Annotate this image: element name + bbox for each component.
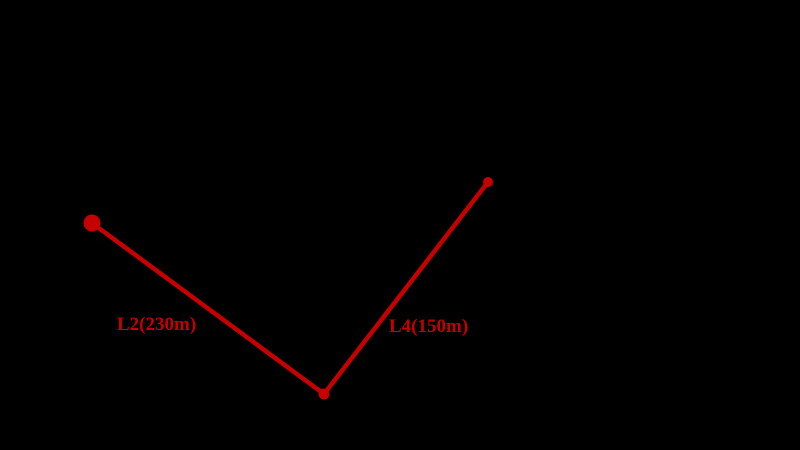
bend-node[interactable] [318, 388, 330, 400]
segment-label-l2: L2(230m) [117, 314, 196, 335]
start-node[interactable] [83, 214, 101, 232]
segment-label-l4: L4(150m) [389, 316, 468, 337]
end-node[interactable] [483, 177, 493, 187]
